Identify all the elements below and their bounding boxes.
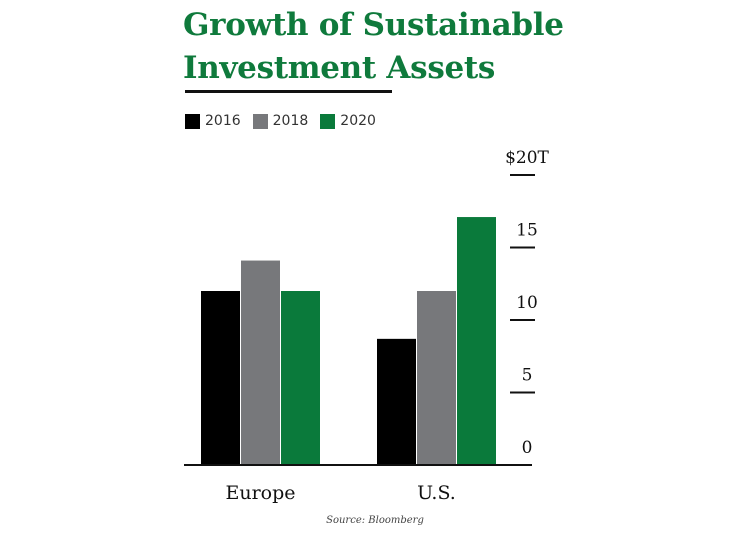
bar-europe-2018 — [241, 260, 280, 465]
y-tick-label-5: 5 — [522, 366, 533, 386]
legend-label-2020: 2020 — [340, 113, 376, 129]
legend-swatch-2018 — [252, 113, 268, 129]
title-underline — [185, 90, 392, 93]
legend: 2016 2018 2020 — [185, 113, 388, 129]
chart-title: Growth of Sustainable Investment Assets — [183, 4, 564, 90]
bar-us-2016 — [377, 338, 416, 465]
legend-swatch-2016 — [185, 113, 200, 129]
y-tick-label-15: 15 — [516, 221, 538, 241]
y-tick-label-20: $20T — [505, 148, 549, 168]
source-note: Source: Bloomberg — [326, 515, 424, 526]
title-line-2: Investment Assets — [183, 50, 496, 86]
legend-item-2020: 2020 — [320, 113, 376, 129]
category-label-us: U.S. — [417, 482, 456, 504]
bar-europe-2016 — [201, 291, 240, 465]
legend-item-2018: 2018 — [252, 113, 309, 129]
bar-us-2020 — [457, 217, 496, 465]
y-tick-label-0: 0 — [522, 438, 533, 458]
bar-us-2018 — [417, 291, 456, 465]
legend-label-2016: 2016 — [205, 113, 241, 129]
legend-swatch-2020 — [320, 113, 336, 129]
bar-europe-2020 — [281, 291, 320, 465]
legend-item-2016: 2016 — [185, 113, 241, 129]
legend-label-2018: 2018 — [272, 113, 309, 129]
y-tick-label-10: 10 — [516, 293, 538, 313]
title-line-1: Growth of Sustainable — [183, 7, 564, 43]
category-label-europe: Europe — [225, 482, 295, 504]
